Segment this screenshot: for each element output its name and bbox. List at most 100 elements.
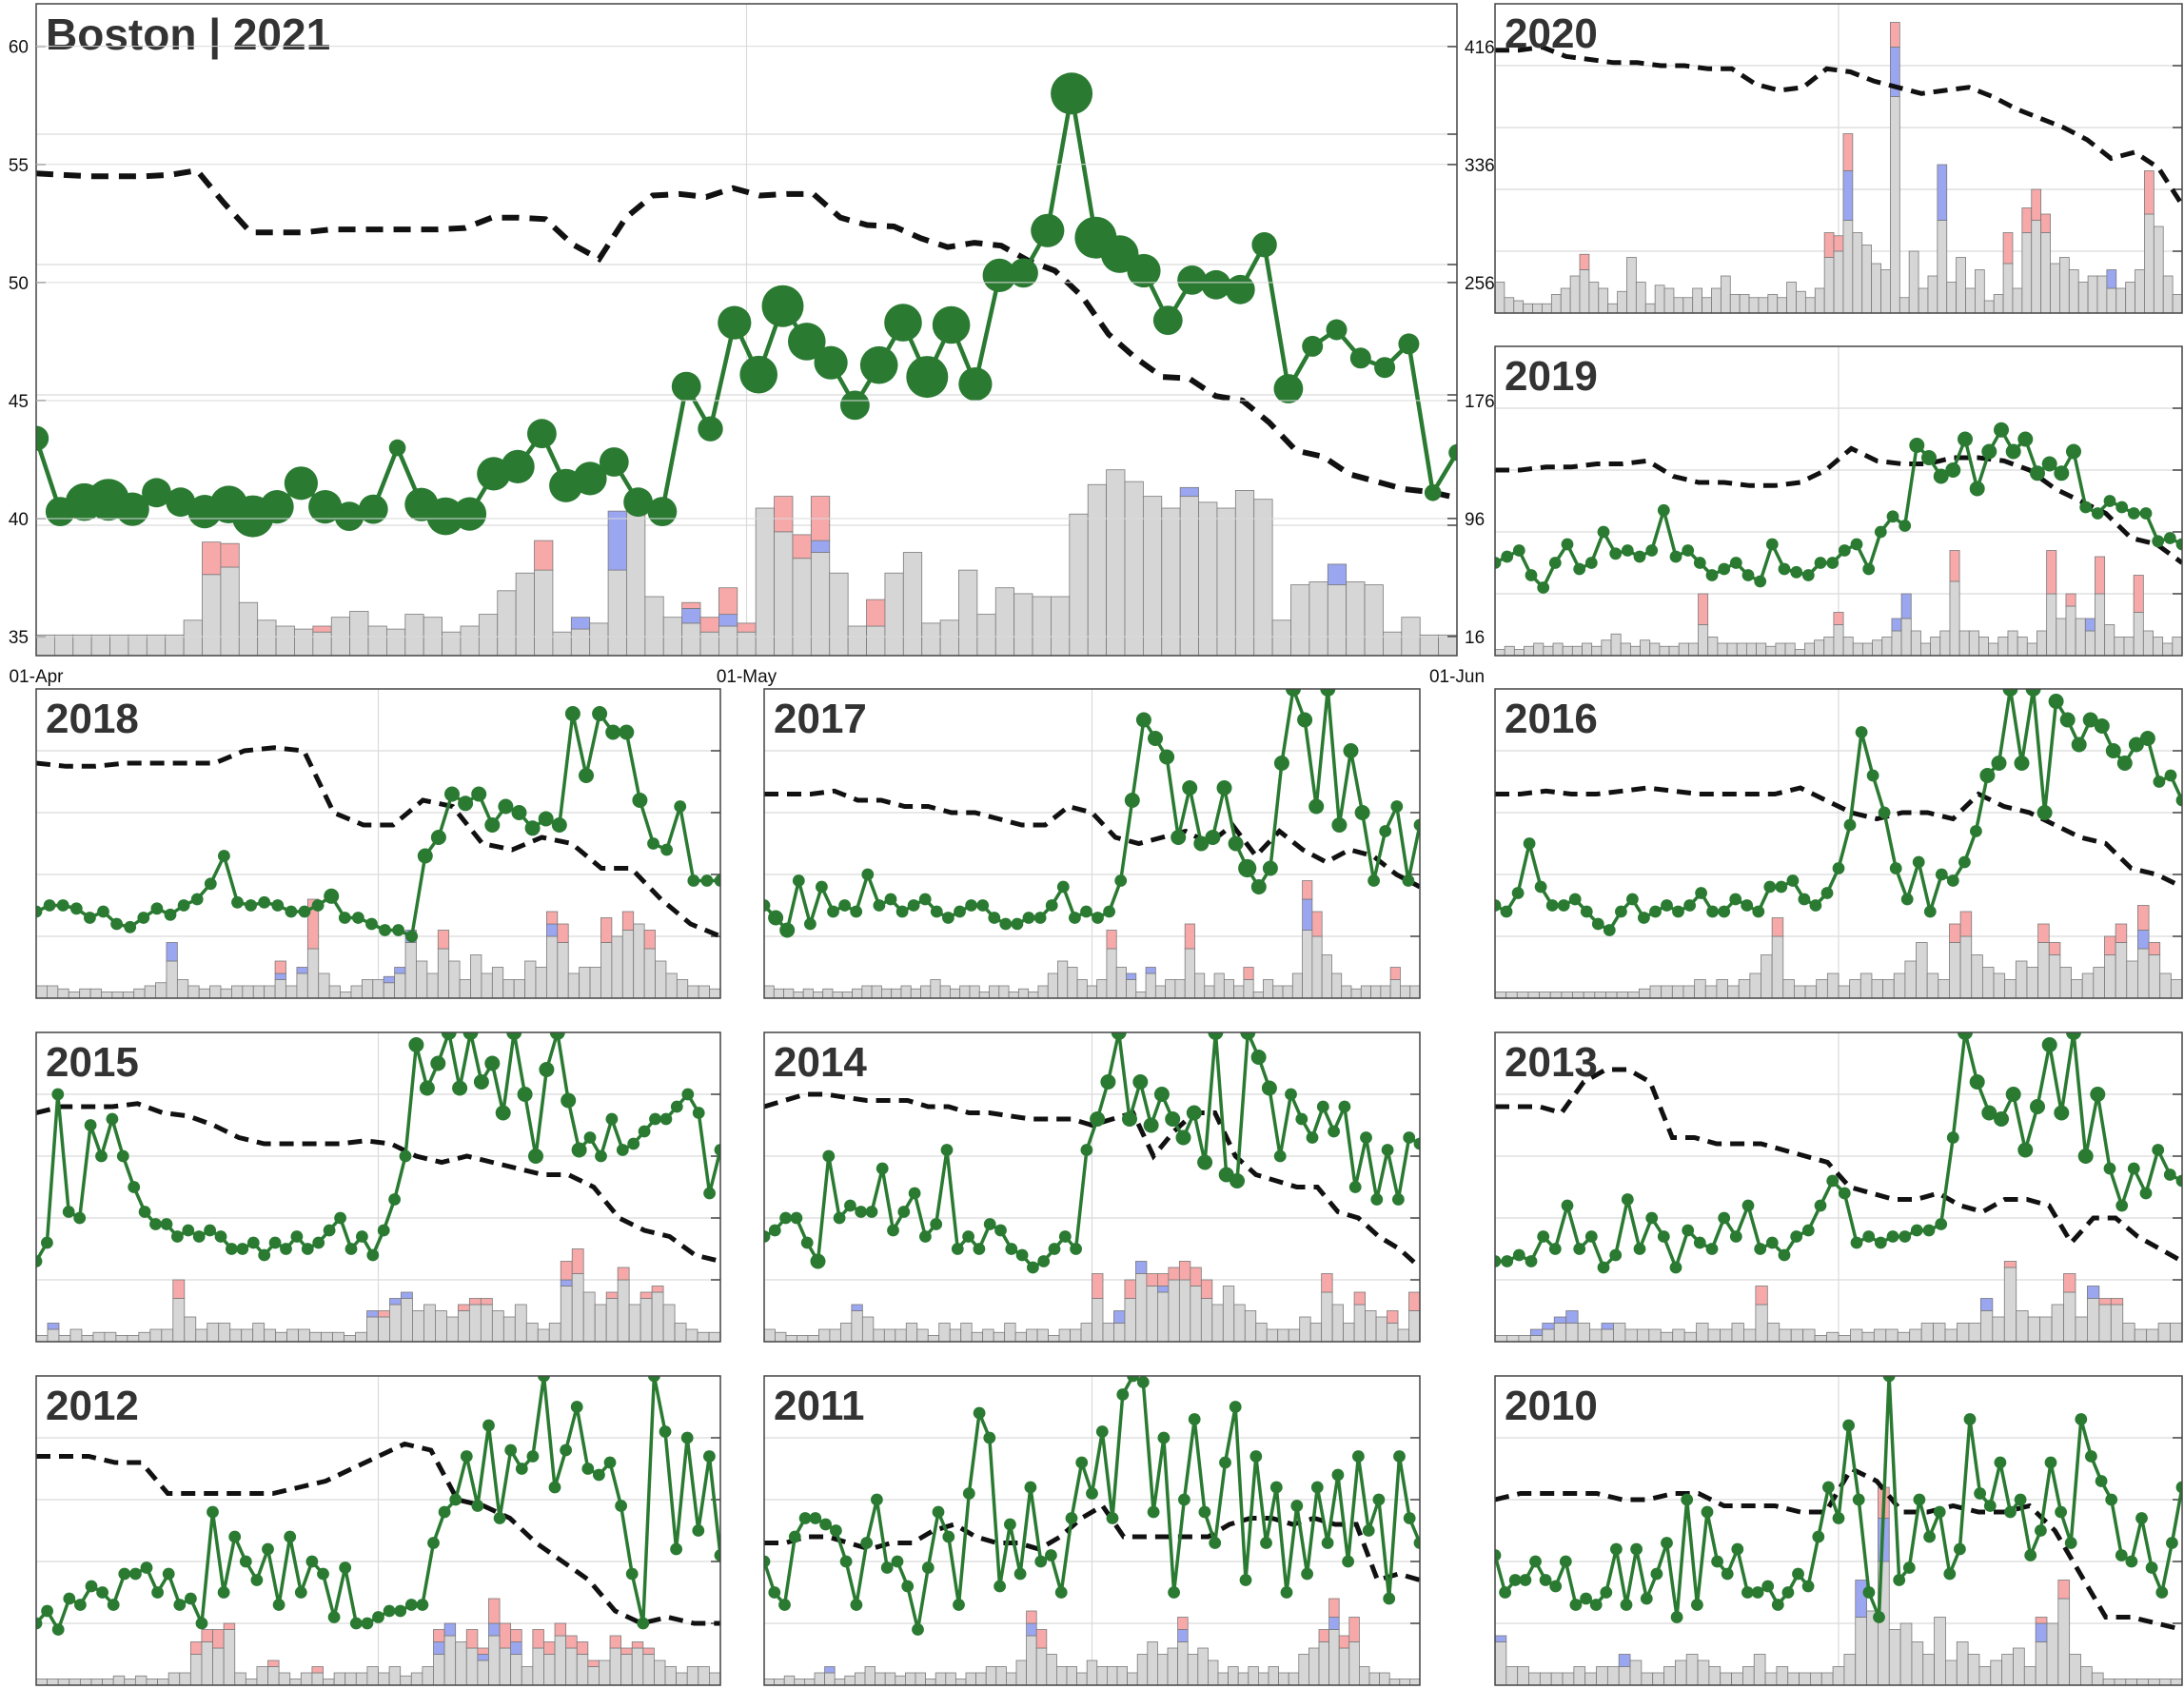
bar-gray: [238, 601, 259, 656]
data-point: [692, 1524, 705, 1537]
data-point: [1127, 1376, 1139, 1383]
bar-gray: [537, 1328, 550, 1342]
data-point: [84, 912, 96, 924]
bar-gray: [1787, 1672, 1800, 1685]
bar-gray: [1107, 1666, 1118, 1685]
data-point: [632, 793, 648, 808]
bar-gray: [1076, 979, 1088, 998]
bar-gray: [1058, 1328, 1071, 1342]
data-point: [1994, 1111, 2009, 1127]
data-point: [1852, 1493, 1865, 1506]
bar-gray: [1048, 1335, 1060, 1342]
data-point: [239, 1555, 252, 1568]
bar-gray: [90, 1679, 103, 1685]
data-point: [1143, 1117, 1159, 1133]
data-point: [1135, 712, 1151, 728]
bar-red: [1389, 967, 1401, 980]
bar-gray: [589, 622, 609, 656]
bar-gray: [264, 1328, 277, 1342]
data-point: [918, 893, 932, 906]
data-point: [2163, 1169, 2176, 1181]
bar-gray: [1944, 1328, 1958, 1342]
bar-red: [220, 542, 240, 568]
bar-gray: [1124, 481, 1144, 656]
data-point: [1838, 544, 1851, 557]
bar-gray: [294, 628, 314, 656]
data-point: [2175, 1174, 2182, 1188]
panel-title: 2013: [1505, 1039, 1598, 1086]
bar-gray: [1748, 297, 1760, 313]
data-point: [2139, 731, 2155, 746]
bar-gray: [2170, 1323, 2182, 1342]
bar-gray: [560, 1286, 573, 1342]
data-point: [2041, 1037, 2057, 1052]
bar-gray: [676, 979, 689, 998]
data-point: [1832, 862, 1845, 874]
bar-gray: [323, 1679, 335, 1685]
bar-gray: [198, 988, 211, 998]
bar-blue: [1302, 898, 1313, 931]
bar-gray: [861, 985, 873, 998]
dashed-series-line: [764, 1502, 1420, 1583]
bar-gray: [306, 948, 320, 998]
data-point: [1603, 924, 1616, 936]
bar-gray: [905, 1672, 916, 1685]
bar-gray: [775, 1331, 787, 1342]
data-point: [962, 1230, 974, 1243]
bar-gray: [1086, 1660, 1098, 1685]
data-point: [1786, 874, 1800, 887]
bar-gray: [2157, 1323, 2171, 1342]
bar-gray: [1832, 1666, 1845, 1685]
bar-red: [465, 1629, 479, 1649]
bar-gray: [252, 1323, 266, 1342]
bar-blue: [851, 1304, 863, 1311]
bar-gray: [2093, 967, 2105, 998]
panel-title: 2020: [1505, 10, 1598, 57]
bar-gray: [1331, 1304, 1345, 1342]
data-point: [430, 1055, 446, 1071]
data-point: [2115, 1549, 2128, 1561]
bar-blue: [389, 1298, 402, 1306]
bar-gray: [543, 1654, 556, 1685]
bar-gray: [841, 992, 853, 998]
bar-blue: [681, 608, 701, 624]
bar-gray: [1814, 1335, 1827, 1342]
data-point: [2095, 1475, 2108, 1487]
bar-gray: [1389, 979, 1401, 998]
data-point: [408, 1037, 424, 1052]
bar-gray: [570, 628, 591, 656]
data-point: [1923, 1530, 1936, 1543]
bar-gray: [1731, 1672, 1743, 1685]
bar-gray: [989, 985, 1000, 998]
bar-gray: [318, 972, 330, 998]
bar-gray: [945, 1672, 956, 1685]
data-point: [1392, 1193, 1405, 1206]
data-point: [1216, 780, 1232, 795]
bar-gray: [2023, 1666, 2036, 1685]
bar-gray: [1278, 1672, 1289, 1685]
data-point: [1302, 335, 1324, 357]
bar-gray: [201, 1641, 213, 1685]
data-point: [1413, 818, 1420, 832]
bar-gray: [1047, 972, 1058, 998]
bar-gray: [488, 1635, 501, 1685]
bar-red: [560, 1261, 573, 1281]
bar-gray: [187, 985, 200, 998]
data-point: [1548, 557, 1562, 569]
data-point: [1342, 1555, 1354, 1568]
bar-gray: [2133, 612, 2144, 656]
panel-frame: [763, 688, 1421, 999]
data-point: [1615, 905, 1627, 918]
data-point: [1922, 1224, 1936, 1237]
bar-gray: [1909, 1328, 1922, 1342]
bar-gray: [2096, 275, 2108, 313]
bar-red: [2148, 942, 2161, 955]
data-point: [1286, 689, 1301, 697]
bar-gray: [2135, 269, 2145, 313]
bar-gray: [286, 1328, 300, 1342]
bar-gray: [1399, 1679, 1410, 1685]
data-point: [1661, 1537, 1673, 1549]
bar-blue: [1618, 1654, 1631, 1667]
data-point: [671, 371, 701, 402]
data-point: [1127, 253, 1161, 288]
